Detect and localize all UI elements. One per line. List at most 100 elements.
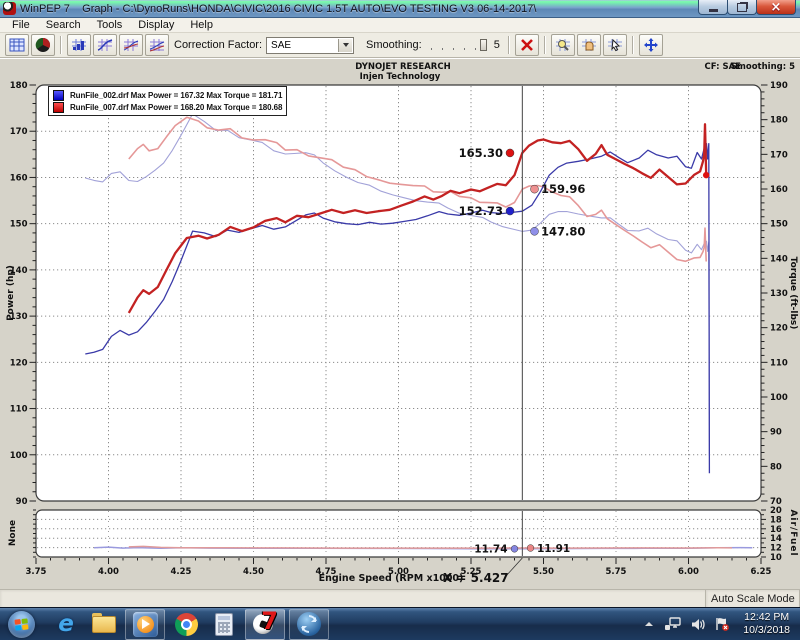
clock-time: 12:42 PM bbox=[744, 611, 790, 623]
taskbar-item-sync[interactable] bbox=[289, 608, 329, 640]
graph-view-button-1[interactable] bbox=[67, 34, 91, 56]
legend-label-run007: RunFile_007.drf Max Power = 168.20 Max T… bbox=[70, 102, 283, 112]
sync-app-icon bbox=[297, 612, 321, 636]
red-x-icon bbox=[520, 39, 533, 51]
taskbar-item-wmp[interactable] bbox=[125, 608, 165, 640]
toolbar-separator bbox=[543, 36, 546, 54]
svg-text:152.73: 152.73 bbox=[459, 204, 503, 218]
clear-runs-button[interactable] bbox=[514, 34, 539, 56]
taskbar-item-winpep[interactable]: 7 bbox=[245, 608, 285, 640]
svg-text:5.75: 5.75 bbox=[606, 567, 627, 577]
cursor-value-dot bbox=[510, 545, 519, 553]
menu-search[interactable]: Search bbox=[45, 19, 81, 31]
zoom-button[interactable] bbox=[550, 34, 575, 56]
taskbar-clock[interactable]: 12:42 PM 10/3/2018 bbox=[743, 611, 790, 637]
graph-overlay-icon bbox=[123, 39, 139, 51]
taskbar-item-ie[interactable]: e bbox=[51, 610, 81, 638]
datalog-grid-button[interactable] bbox=[5, 34, 29, 56]
svg-text:4.75: 4.75 bbox=[316, 567, 337, 577]
minimize-button[interactable] bbox=[698, 0, 728, 15]
svg-text:150: 150 bbox=[770, 220, 788, 230]
pan-button[interactable] bbox=[576, 34, 601, 56]
svg-text:170: 170 bbox=[770, 150, 788, 160]
chart-area: 3.75 4.00 4.25 4.50 4.75 5.00 5.25 5.50 5.75 6.00… bbox=[0, 58, 800, 590]
status-bar: Auto Scale Mode bbox=[0, 589, 800, 607]
svg-text:12: 12 bbox=[770, 544, 782, 554]
dyno-drum-icon bbox=[35, 37, 50, 52]
toolbar: Correction Factor: SAE Smoothing: 5 bbox=[0, 33, 800, 58]
menu-display[interactable]: Display bbox=[138, 19, 175, 31]
afr-plot-panel bbox=[35, 509, 762, 558]
cursor-value-dot bbox=[505, 206, 515, 216]
graph-view-button-4[interactable] bbox=[145, 34, 169, 56]
svg-text:Engine Speed (RPM x1000): Engine Speed (RPM x1000) bbox=[319, 573, 464, 584]
close-icon: × bbox=[770, 0, 782, 15]
svg-text:5.00: 5.00 bbox=[388, 567, 409, 577]
svg-text:Power (hp): Power (hp) bbox=[6, 265, 16, 321]
smoothing-value: 5 bbox=[493, 39, 500, 51]
smoothing-label: Smoothing: bbox=[366, 39, 422, 51]
select-button[interactable] bbox=[602, 34, 627, 56]
start-button[interactable] bbox=[8, 610, 35, 638]
taskbar-item-explorer[interactable] bbox=[89, 610, 119, 638]
svg-text:6.00: 6.00 bbox=[678, 567, 699, 577]
svg-text:180: 180 bbox=[770, 116, 788, 126]
svg-text:140: 140 bbox=[10, 266, 28, 276]
network-icon[interactable] bbox=[664, 617, 681, 631]
dropdown-arrow-icon bbox=[338, 38, 353, 52]
svg-text:4.00: 4.00 bbox=[98, 567, 119, 577]
blue-power-curve bbox=[85, 143, 711, 474]
svg-text:170: 170 bbox=[10, 127, 28, 137]
svg-text:160: 160 bbox=[10, 173, 28, 183]
svg-text:14: 14 bbox=[770, 534, 782, 544]
folder-icon bbox=[92, 612, 116, 633]
media-player-icon bbox=[132, 611, 158, 637]
graph-view-button-2[interactable] bbox=[93, 34, 117, 56]
move-axes-button[interactable] bbox=[638, 34, 663, 56]
chevron-up-icon bbox=[645, 622, 654, 626]
cursor-value-dot bbox=[505, 148, 515, 158]
menu-file[interactable]: File bbox=[12, 19, 30, 31]
tray-expand-arrow[interactable] bbox=[644, 620, 654, 628]
menu-tools[interactable]: Tools bbox=[96, 19, 123, 31]
menu-bar: File Search Tools Display Help bbox=[0, 18, 800, 33]
clock-date: 10/3/2018 bbox=[743, 624, 790, 636]
slider-thumb[interactable] bbox=[479, 39, 487, 51]
svg-text:110: 110 bbox=[10, 405, 28, 415]
svg-text:10: 10 bbox=[770, 553, 782, 563]
legend-swatch-blue bbox=[53, 89, 64, 101]
window-controls: × bbox=[698, 0, 796, 15]
blue-torque-curve bbox=[85, 113, 710, 456]
svg-text:CF: SAE: CF: SAE bbox=[705, 62, 742, 72]
svg-text:90: 90 bbox=[770, 428, 782, 438]
taskbar-item-chrome[interactable] bbox=[171, 610, 201, 638]
svg-text:6.25: 6.25 bbox=[751, 567, 772, 577]
volume-icon[interactable] bbox=[691, 618, 705, 631]
graph-view-button-3[interactable] bbox=[119, 34, 143, 56]
taskbar-item-calculator[interactable] bbox=[209, 610, 239, 638]
dyno-chart[interactable]: 3.75 4.00 4.25 4.50 4.75 5.00 5.25 5.50 5.75 6.00… bbox=[0, 59, 800, 590]
svg-text:Injen Technology: Injen Technology bbox=[360, 72, 441, 82]
svg-text:4.50: 4.50 bbox=[243, 567, 264, 577]
action-center-flag-icon[interactable] bbox=[715, 617, 730, 631]
correction-factor-select[interactable]: SAE bbox=[266, 36, 355, 54]
svg-text:11.74: 11.74 bbox=[474, 544, 507, 556]
windows-flag-icon bbox=[14, 617, 29, 631]
graph-bars-icon bbox=[72, 39, 86, 51]
menu-help[interactable]: Help bbox=[190, 19, 213, 31]
close-button[interactable]: × bbox=[756, 0, 796, 15]
svg-text:DYNOJET RESEARCH: DYNOJET RESEARCH bbox=[355, 62, 450, 72]
graph-line-icon bbox=[97, 39, 113, 51]
maximize-button[interactable] bbox=[727, 0, 757, 15]
svg-text:159.96: 159.96 bbox=[541, 182, 585, 196]
dyno-button[interactable] bbox=[31, 34, 55, 56]
graph-multi-icon bbox=[149, 39, 165, 52]
svg-text:147.80: 147.80 bbox=[541, 224, 585, 238]
smoothing-slider[interactable] bbox=[428, 38, 487, 52]
svg-text:80: 80 bbox=[770, 462, 782, 472]
cursor-arrow-icon bbox=[607, 38, 622, 52]
svg-text:100: 100 bbox=[10, 451, 28, 461]
svg-text:180: 180 bbox=[10, 81, 28, 91]
toolbar-separator bbox=[507, 36, 510, 54]
